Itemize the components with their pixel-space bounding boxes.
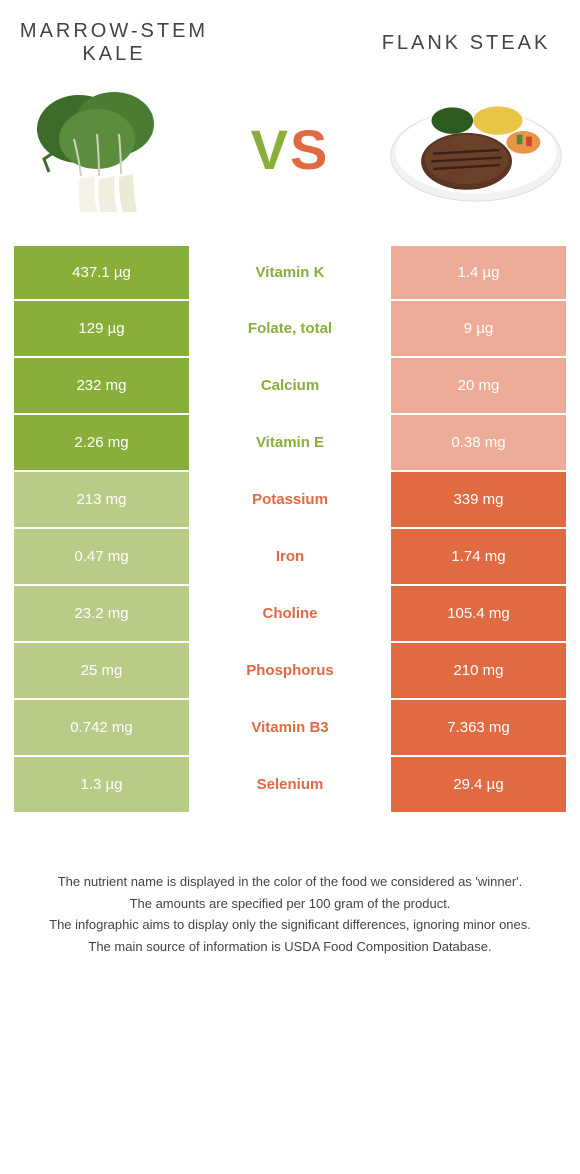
infographic-container: Marrow-stem Kale Flank steak VS — [0, 0, 580, 956]
title-right: Flank steak — [366, 32, 566, 55]
table-row: 0.47 mgIron1.74 mg — [14, 527, 566, 584]
table-row: 25 mgPhosphorus210 mg — [14, 641, 566, 698]
footer-line: The amounts are specified per 100 gram o… — [34, 894, 546, 914]
table-row: 213 mgPotassium339 mg — [14, 470, 566, 527]
nutrient-label: Folate, total — [189, 301, 391, 356]
footer-line: The nutrient name is displayed in the co… — [34, 872, 546, 892]
vs-s: S — [290, 118, 329, 181]
nutrient-label: Vitamin E — [189, 415, 391, 470]
value-left: 129 µg — [14, 301, 189, 356]
header: Marrow-stem Kale Flank steak — [14, 20, 566, 66]
value-left: 25 mg — [14, 643, 189, 698]
value-right: 7.363 mg — [391, 700, 566, 755]
kale-image — [14, 84, 194, 214]
nutrient-label: Potassium — [189, 472, 391, 527]
title-left: Marrow-stem Kale — [14, 20, 214, 66]
nutrient-label: Vitamin B3 — [189, 700, 391, 755]
table-row: 0.742 mgVitamin B37.363 mg — [14, 698, 566, 755]
table-row: 23.2 mgCholine105.4 mg — [14, 584, 566, 641]
value-right: 210 mg — [391, 643, 566, 698]
nutrient-label: Choline — [189, 586, 391, 641]
nutrient-label: Calcium — [189, 358, 391, 413]
value-right: 339 mg — [391, 472, 566, 527]
value-right: 0.38 mg — [391, 415, 566, 470]
nutrient-label: Iron — [189, 529, 391, 584]
value-right: 105.4 mg — [391, 586, 566, 641]
value-left: 213 mg — [14, 472, 189, 527]
value-left: 2.26 mg — [14, 415, 189, 470]
value-left: 1.3 µg — [14, 757, 189, 812]
value-right: 1.4 µg — [391, 246, 566, 299]
nutrient-label: Phosphorus — [189, 643, 391, 698]
footer-notes: The nutrient name is displayed in the co… — [14, 872, 566, 956]
table-row: 129 µgFolate, total9 µg — [14, 299, 566, 356]
comparison-table: 437.1 µgVitamin K1.4 µg129 µgFolate, tot… — [14, 242, 566, 812]
value-left: 0.47 mg — [14, 529, 189, 584]
value-right: 20 mg — [391, 358, 566, 413]
footer-line: The infographic aims to display only the… — [34, 915, 546, 935]
value-left: 0.742 mg — [14, 700, 189, 755]
table-row: 1.3 µgSelenium29.4 µg — [14, 755, 566, 812]
footer-line: The main source of information is USDA F… — [34, 937, 546, 957]
table-row: 232 mgCalcium20 mg — [14, 356, 566, 413]
images-row: VS — [14, 84, 566, 214]
value-left: 437.1 µg — [14, 246, 189, 299]
value-right: 1.74 mg — [391, 529, 566, 584]
vs-label: VS — [251, 117, 330, 182]
value-right: 9 µg — [391, 301, 566, 356]
nutrient-label: Selenium — [189, 757, 391, 812]
vs-v: V — [251, 118, 290, 181]
nutrient-label: Vitamin K — [189, 246, 391, 299]
table-row: 2.26 mgVitamin E0.38 mg — [14, 413, 566, 470]
table-row: 437.1 µgVitamin K1.4 µg — [14, 242, 566, 299]
value-right: 29.4 µg — [391, 757, 566, 812]
steak-image — [386, 84, 566, 214]
value-left: 23.2 mg — [14, 586, 189, 641]
value-left: 232 mg — [14, 358, 189, 413]
